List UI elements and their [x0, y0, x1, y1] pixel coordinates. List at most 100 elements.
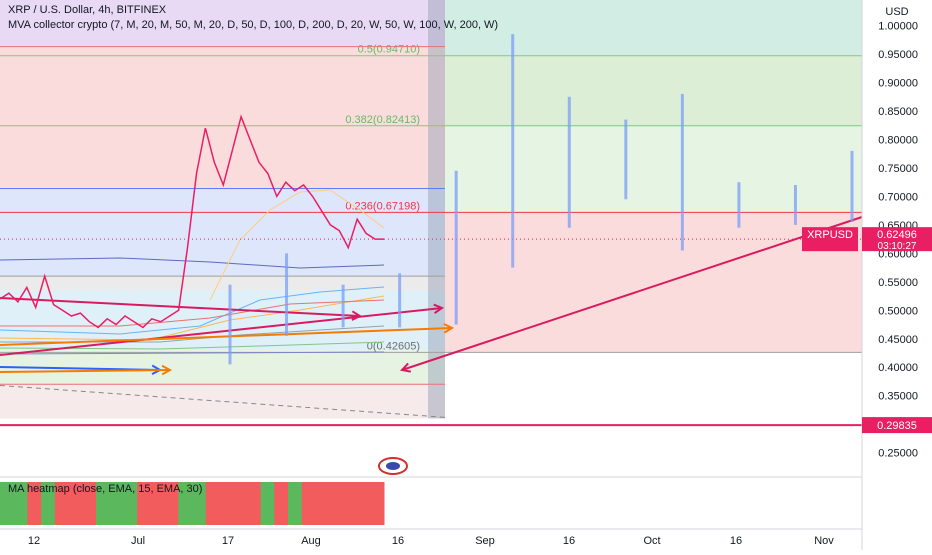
price-tick: 0.45000 [878, 334, 918, 346]
projection-bar [624, 119, 628, 200]
zone-mid-left [0, 188, 445, 277]
ma-line-2 [0, 299, 385, 327]
trend-arrow-main [401, 216, 863, 371]
time-tick: Sep [475, 535, 495, 547]
heatmap-cell [0, 482, 15, 525]
time-tick: Aug [301, 535, 321, 547]
heatmap-cell [356, 482, 371, 525]
dashed-trend-line [0, 384, 446, 418]
projection-column [428, 0, 445, 419]
price-tick: 0.85000 [878, 106, 918, 118]
event-icon-core [386, 462, 400, 470]
price-tick: 0.50000 [878, 305, 918, 317]
heatmap-cell [109, 482, 124, 525]
heatmap-cell [192, 482, 207, 525]
projection-bar [567, 96, 571, 228]
fib-zone-0236 [445, 212, 862, 353]
price-tick: 0.95000 [878, 49, 918, 61]
heatmap-cell [41, 482, 56, 525]
heatmap-cell [13, 482, 28, 525]
ma-line-4 [0, 341, 385, 350]
trend-arrow-1 [0, 297, 361, 317]
time-tick: Nov [814, 535, 834, 547]
projection-bar [228, 284, 232, 365]
zone-grey-left [0, 276, 445, 291]
heatmap-cell [301, 482, 316, 525]
time-tick: Oct [643, 535, 660, 547]
fib-label-0.5: 0.5(0.94710) [358, 44, 420, 56]
trend-arrow-3-head [443, 323, 455, 334]
heatmap-cell [123, 482, 138, 525]
heatmap-cell [150, 482, 166, 525]
symbol-badge-label: XRPUSD [807, 229, 853, 241]
projection-bar [511, 34, 515, 268]
support-label: 0.29835 [877, 420, 917, 432]
projection-bar [680, 93, 684, 251]
fib-label-0: 0(0.42605) [367, 340, 420, 352]
time-tick: 16 [730, 535, 742, 547]
support-badge [862, 417, 932, 434]
trend-arrow-5 [0, 369, 171, 373]
heatmap-cell [233, 482, 248, 525]
chart-title: XRP / U.S. Dollar, 4h, BITFINEX [8, 4, 167, 16]
zone-base-left [0, 384, 445, 419]
price-tick: 0.70000 [878, 191, 918, 203]
trend-arrow-5-head [161, 364, 173, 376]
heatmap-cell [288, 482, 303, 525]
fib-zone-top [445, 0, 862, 56]
heatmap-title: MA heatmap (close, EMA, 15, EMA, 30) [8, 483, 203, 495]
heatmap-cell [82, 482, 97, 525]
zone-bottom-left [0, 350, 445, 385]
price-tick: 0.40000 [878, 362, 918, 374]
heatmap-cell [342, 482, 358, 525]
price-tick: 0.75000 [878, 163, 918, 175]
price-tick: 0.25000 [878, 448, 918, 460]
heatmap-cell [96, 482, 111, 525]
heatmap-cell [164, 482, 179, 525]
heatmap-cell [178, 482, 193, 525]
trend-arrow-2 [0, 307, 443, 356]
price-tick: 1.00000 [878, 21, 918, 33]
zone-top-left [0, 0, 445, 47]
trend-arrow-main-head [400, 362, 412, 373]
projection-bar [850, 150, 854, 223]
ma-line-7 [0, 351, 385, 355]
fib-label-0.236: 0.236(0.67198) [345, 200, 420, 212]
heatmap-cell [54, 482, 70, 525]
time-tick: 17 [222, 535, 234, 547]
heatmap-cell [205, 482, 220, 525]
time-tick: 12 [28, 535, 40, 547]
heatmap-cell [246, 482, 262, 525]
projection-bar [398, 273, 402, 328]
projection-bar [454, 170, 458, 325]
price-series-line [0, 114, 384, 329]
time-tick: 16 [563, 535, 575, 547]
symbol-badge [802, 227, 858, 252]
projection-bar [341, 284, 345, 328]
fib-zone-0382 [445, 125, 862, 213]
event-icon [378, 457, 408, 475]
heatmap-cell [329, 482, 344, 525]
heatmap-cell [219, 482, 234, 525]
currency-label: USD [885, 6, 908, 18]
fib-label-0.382: 0.382(0.82413) [345, 114, 420, 126]
price-tick: 0.35000 [878, 391, 918, 403]
heatmap-cell [260, 482, 275, 525]
mva-legend: MVA collector crypto (7, M, 20, M, 50, M… [8, 19, 499, 31]
trend-arrow-3 [0, 327, 453, 346]
heatmap-cell [274, 482, 289, 525]
price-axis-bg [862, 0, 932, 550]
fib-zone-05 [445, 55, 862, 126]
heatmap-cell [370, 482, 385, 525]
heatmap-cell [315, 482, 330, 525]
zone-upper-left [0, 46, 445, 189]
projection-bar [793, 185, 797, 225]
time-tick: 16 [392, 535, 404, 547]
price-tick: 0.55000 [878, 277, 918, 289]
price-tick: 0.90000 [878, 78, 918, 90]
ma-line-6 [209, 189, 385, 301]
price-tick: 0.60000 [878, 248, 918, 260]
trend-arrow-2-head [433, 303, 445, 314]
